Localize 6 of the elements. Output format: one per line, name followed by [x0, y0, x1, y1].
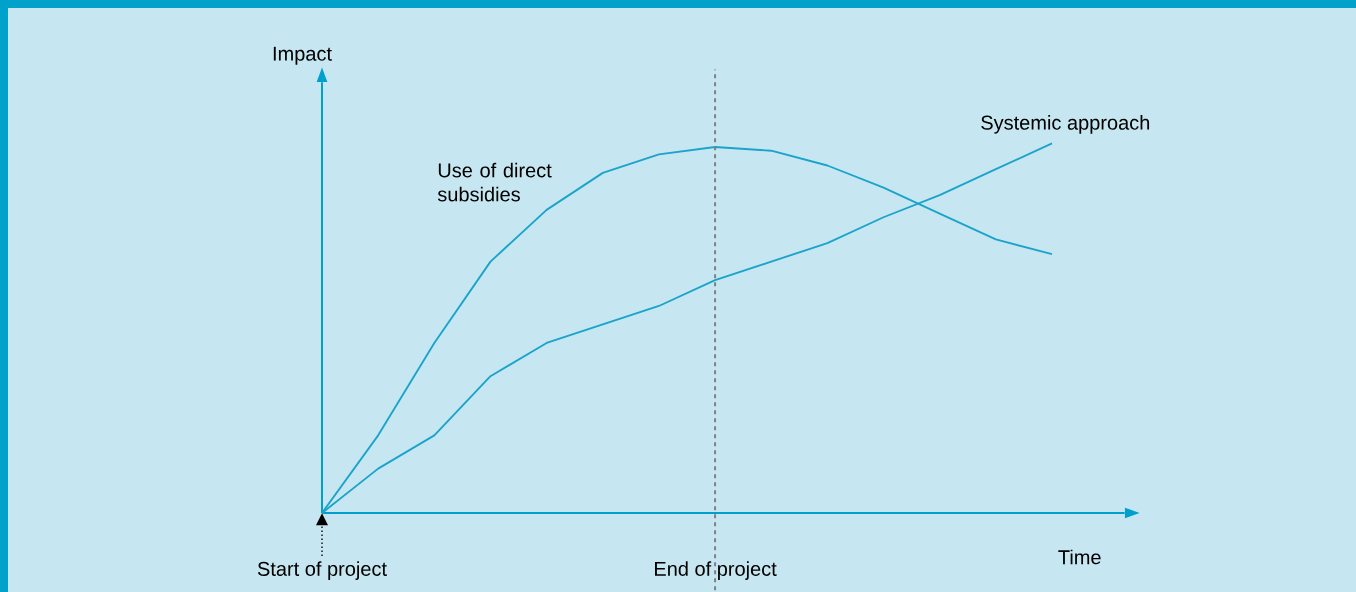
x-tick-label: Start of project: [257, 561, 387, 580]
x-tick-label: End of project: [655, 561, 777, 580]
series-label: Use of direct subsidies: [437, 162, 552, 202]
series-label: Systemic approach: [981, 115, 1150, 134]
x-axis-title: Time: [1058, 549, 1101, 565]
y-axis-title: Impact: [273, 46, 332, 65]
